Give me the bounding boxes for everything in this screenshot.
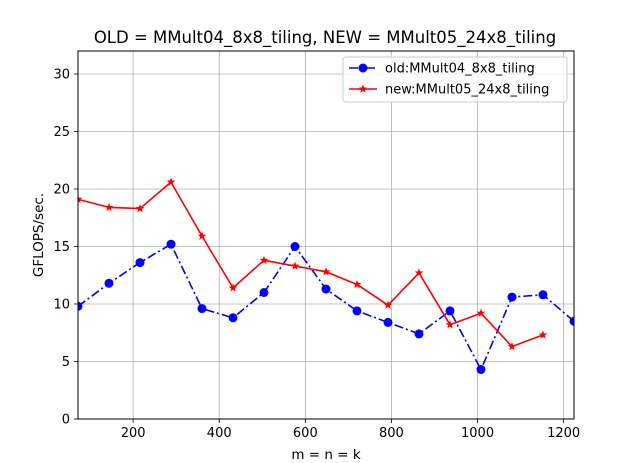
data-point — [197, 231, 207, 240]
series-line — [78, 181, 544, 348]
series-layer — [78, 177, 574, 375]
data-point — [383, 317, 393, 327]
data-point — [197, 304, 207, 314]
y-tick-label: 30 — [53, 68, 70, 83]
y-tick-label: 20 — [53, 183, 70, 198]
legend-entry: old:MMult04_8x8_tiling — [349, 62, 535, 77]
x-tick-label: 1200 — [547, 426, 580, 441]
y-tick-label: 15 — [53, 240, 70, 255]
data-point — [352, 306, 362, 316]
data-point — [290, 261, 300, 270]
data-point — [290, 242, 300, 251]
x-tick-label: 1000 — [461, 426, 494, 441]
data-point — [507, 292, 517, 302]
plot-frame — [77, 50, 575, 420]
axis-ticks: 200 400 600 800 1000 1200 0 5 10 15 20 25 30 — [53, 68, 580, 442]
grid — [78, 51, 574, 420]
data-point — [104, 202, 114, 212]
data-point — [135, 258, 145, 268]
y-tick-label: 25 — [53, 125, 70, 140]
x-tick-label: 600 — [293, 426, 318, 441]
legend-marker — [358, 63, 368, 73]
chart-title: OLD = MMult04_8x8_tiling, NEW = MMult05_… — [94, 28, 556, 48]
data-point — [166, 239, 176, 249]
legend: old:MMult04_8x8_tiling new:MMult05_24x8_t… — [342, 56, 568, 103]
x-tick-label: 800 — [379, 426, 404, 441]
y-axis-label: GFLOPS/sec. — [31, 193, 47, 277]
x-tick-label: 200 — [121, 426, 146, 441]
data-point — [78, 194, 83, 204]
data-point — [259, 288, 269, 297]
y-tick-label: 0 — [62, 413, 70, 428]
data-point — [507, 341, 517, 351]
data-point — [414, 329, 424, 339]
legend-marker — [358, 84, 368, 93]
legend-box — [342, 56, 568, 103]
data-point — [538, 290, 548, 300]
data-point — [104, 278, 114, 288]
x-tick-label: 400 — [207, 426, 232, 441]
x-axis-label: m = n = k — [291, 447, 360, 463]
series-1 — [78, 239, 574, 375]
data-point — [135, 203, 145, 213]
data-point — [321, 267, 331, 276]
data-point — [321, 284, 331, 294]
data-point — [538, 330, 548, 339]
data-point — [445, 320, 455, 329]
data-point — [476, 308, 486, 317]
legend-label: new:MMult05_24x8_tiling — [385, 83, 549, 98]
data-point — [228, 283, 238, 292]
legend-label: old:MMult04_8x8_tiling — [385, 62, 535, 77]
data-point — [476, 365, 486, 375]
data-point — [259, 255, 269, 265]
data-point — [78, 301, 83, 311]
data-point — [445, 306, 455, 316]
data-point — [352, 279, 362, 289]
data-point — [569, 316, 574, 326]
y-tick-label: 10 — [53, 298, 70, 313]
series-2 — [78, 177, 548, 351]
data-point — [383, 300, 393, 309]
y-tick-label: 5 — [62, 355, 70, 370]
data-point — [166, 177, 176, 186]
legend-entry: new:MMult05_24x8_tiling — [349, 83, 549, 98]
data-point — [414, 268, 424, 277]
data-point — [228, 313, 238, 323]
